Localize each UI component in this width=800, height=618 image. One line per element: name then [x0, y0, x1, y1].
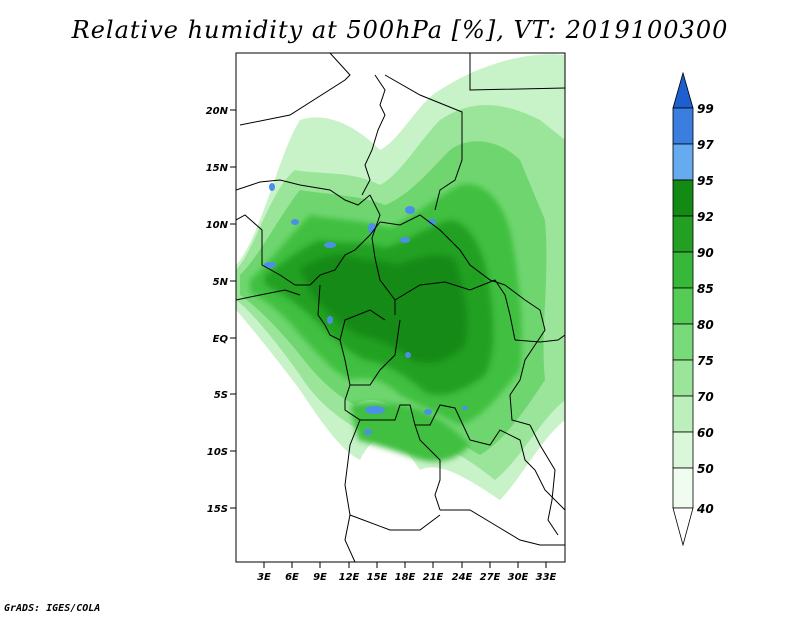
- lon-tick-label: 12E: [339, 572, 360, 583]
- lon-tick-label: 6E: [285, 572, 299, 583]
- colorbar-segment: [672, 215, 694, 253]
- colorbar-bottom-arrow: [672, 507, 694, 547]
- colorbar-segment: [672, 395, 694, 433]
- colorbar-labels: 99 97 95 92 90 85 80 75 70 60 50 40: [696, 102, 714, 516]
- colorbar: [672, 71, 694, 547]
- colorbar-label: 90: [697, 246, 714, 260]
- colorbar-label: 50: [697, 462, 714, 476]
- rh-contour-92: [300, 254, 467, 364]
- lon-tick-label: 3E: [257, 572, 271, 583]
- colorbar-segment: [672, 431, 694, 469]
- lat-axis: 20N 15N 10N 5N EQ 5S 10S 15S: [206, 106, 236, 515]
- colorbar-label: 97: [697, 138, 714, 152]
- lat-tick-label: EQ: [213, 334, 229, 345]
- lon-tick-label: 15E: [367, 572, 388, 583]
- colorbar-label: 70: [697, 390, 714, 404]
- colorbar-label: 40: [696, 502, 714, 516]
- lon-tick-label: 21E: [423, 572, 444, 583]
- lon-tick-label: 33E: [536, 572, 557, 583]
- lon-tick-label: 18E: [395, 572, 416, 583]
- map-panel: [235, 52, 566, 563]
- colorbar-label: 85: [697, 282, 714, 296]
- colorbar-label: 92: [697, 210, 714, 224]
- country-borders: [236, 53, 565, 562]
- colorbar-segment: [672, 251, 694, 289]
- lon-tick-label: 24E: [452, 572, 473, 583]
- colorbar-label: 75: [697, 354, 714, 368]
- lat-tick-label: 15S: [207, 504, 228, 515]
- rh-contour-85-south: [350, 402, 470, 462]
- lon-tick-label: 30E: [508, 572, 529, 583]
- colorbar-segment: [672, 287, 694, 325]
- lon-tick-label: 27E: [480, 572, 501, 583]
- map-title: Relative humidity at 500hPa [%], VT: 201…: [71, 16, 729, 44]
- colorbar-label: 95: [697, 174, 714, 188]
- grads-credit: GrADS: IGES/COLA: [4, 603, 101, 614]
- lat-tick-label: 5N: [213, 277, 229, 288]
- colorbar-segment: [672, 107, 694, 145]
- colorbar-segment: [672, 179, 694, 217]
- lon-axis: 3E 6E 9E 12E 15E 18E 21E 24E 27E 30E 33E: [257, 562, 557, 583]
- rh-contour-95-patches: [264, 183, 468, 435]
- colorbar-segment: [672, 143, 694, 181]
- lat-tick-label: 20N: [206, 106, 229, 117]
- colorbar-label: 60: [697, 426, 714, 440]
- lon-tick-label: 9E: [313, 572, 327, 583]
- colorbar-segment: [672, 467, 694, 509]
- colorbar-top-arrow: [672, 71, 694, 109]
- lat-tick-label: 10S: [207, 447, 228, 458]
- colorbar-label: 80: [697, 318, 714, 332]
- lat-tick-label: 10N: [206, 220, 229, 231]
- colorbar-segment: [672, 359, 694, 397]
- map-frame: [235, 52, 566, 563]
- colorbar-label: 99: [697, 102, 714, 116]
- colorbar-segment: [672, 323, 694, 361]
- humidity-field: [236, 54, 565, 501]
- lat-tick-label: 15N: [206, 163, 229, 174]
- lat-tick-label: 5S: [214, 390, 228, 401]
